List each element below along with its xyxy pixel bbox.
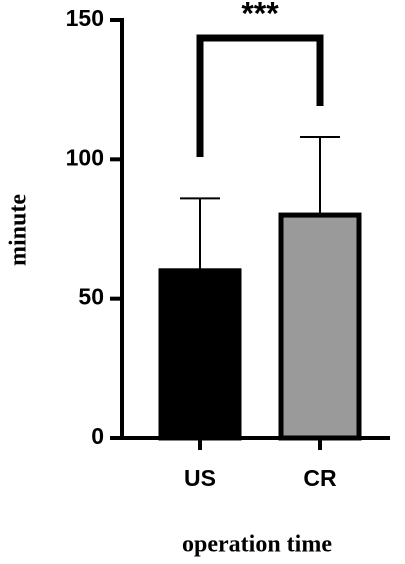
y-tick-label: 0 [91, 423, 104, 449]
x-tick-label: CR [303, 465, 337, 491]
x-axis-label: operation time [182, 532, 332, 558]
y-tick-label: 50 [78, 284, 104, 310]
x-tick-label: US [184, 465, 216, 491]
y-axis-label: minute [6, 194, 32, 266]
y-tick-label: 100 [66, 144, 104, 170]
y-tick-label: 150 [66, 5, 104, 31]
significance-label: *** [241, 0, 279, 31]
significance-bracket [196, 34, 324, 157]
bar [158, 268, 242, 441]
bar [278, 212, 362, 441]
